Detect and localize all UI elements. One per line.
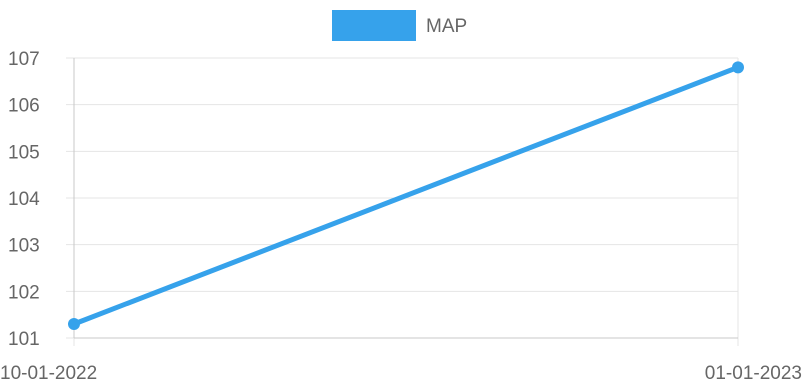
grid-lines <box>66 57 739 346</box>
legend-label-map[interactable]: MAP <box>426 16 467 37</box>
data-point[interactable] <box>68 318 80 330</box>
y-tick-label: 107 <box>8 49 40 70</box>
x-tick-label: 10-01-2022 <box>0 363 97 384</box>
y-tick-label: 102 <box>8 282 40 303</box>
series-lines <box>68 61 744 330</box>
legend-swatch-map[interactable] <box>332 10 416 41</box>
data-point[interactable] <box>732 61 744 74</box>
y-tick-label: 101 <box>8 329 40 350</box>
axes <box>73 58 738 339</box>
y-tick-label: 103 <box>8 236 40 257</box>
series-line-map <box>71 64 741 327</box>
y-tick-label: 104 <box>8 189 40 210</box>
x-tick-label: 01-01-2023 <box>705 363 802 384</box>
legend[interactable]: MAP <box>332 10 467 41</box>
y-tick-label: 105 <box>8 142 40 163</box>
y-tick-label: 106 <box>8 96 40 117</box>
y-axis-tick-labels: 101 102 103 104 105 106 107 <box>8 49 40 350</box>
x-axis-tick-labels: 10-01-2022 01-01-2023 <box>0 363 802 384</box>
